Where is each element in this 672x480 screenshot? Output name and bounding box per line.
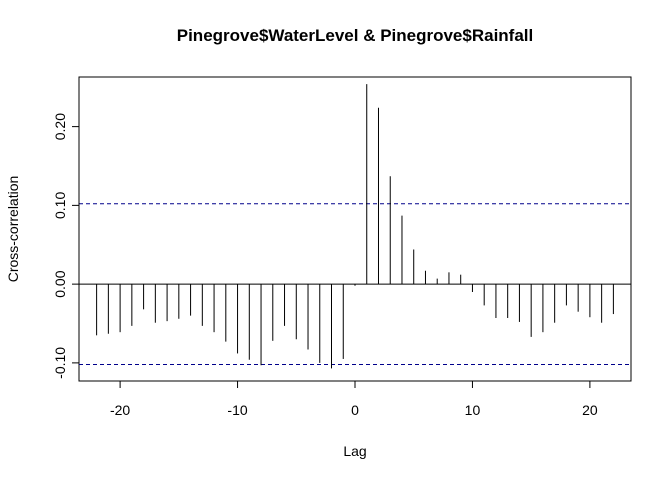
x-tick-label: 10 bbox=[465, 402, 481, 418]
y-tick-label: 0.10 bbox=[52, 192, 68, 219]
x-tick-label: 0 bbox=[351, 402, 359, 418]
y-tick-label: -0.10 bbox=[52, 347, 68, 379]
chart-title: Pinegrove$WaterLevel & Pinegrove$Rainfal… bbox=[177, 26, 534, 45]
x-tick-label: -10 bbox=[227, 402, 247, 418]
bars-group bbox=[79, 84, 631, 369]
x-tick-label: -20 bbox=[110, 402, 130, 418]
x-axis-label: Lag bbox=[343, 443, 366, 459]
y-tick-label: 0.00 bbox=[52, 270, 68, 297]
x-axis: -20 -10 0 10 20 bbox=[110, 380, 598, 418]
x-tick-label: 20 bbox=[582, 402, 598, 418]
y-tick-label: 0.20 bbox=[52, 113, 68, 140]
y-axis-label: Cross-correlation bbox=[5, 176, 21, 283]
y-axis: -0.10 0.00 0.10 0.20 bbox=[52, 113, 80, 379]
plot-frame bbox=[78, 76, 632, 382]
